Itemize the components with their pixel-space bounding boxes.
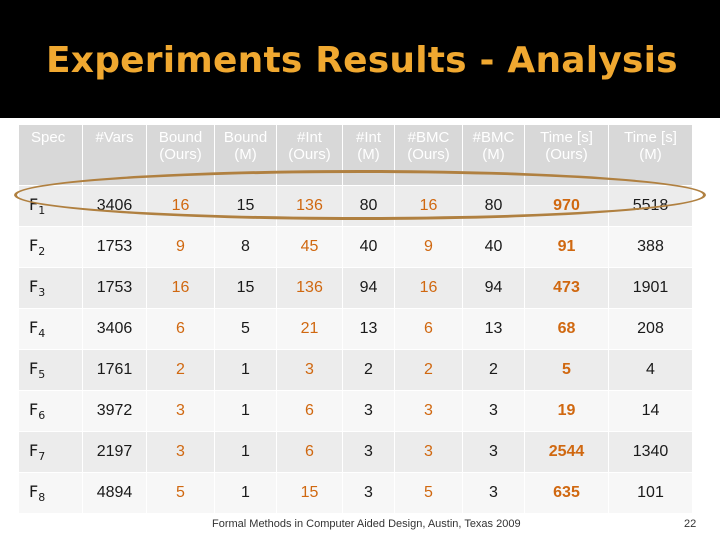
cell-int-ours: 3 xyxy=(276,349,343,391)
cell-bmc-ours: 6 xyxy=(394,308,463,350)
cell-spec: F6 xyxy=(18,390,83,432)
cell-time-m: 14 xyxy=(608,390,693,432)
table-row: F2 1753 9 8 45 40 9 40 91 388 xyxy=(18,226,693,268)
cell-bmc-m: 3 xyxy=(462,390,525,432)
cell-bound-ours: 5 xyxy=(146,472,215,514)
cell-int-ours: 45 xyxy=(276,226,343,268)
cell-vars: 3972 xyxy=(82,390,147,432)
table-row: F4 3406 6 5 21 13 6 13 68 208 xyxy=(18,308,693,350)
cell-bmc-ours: 3 xyxy=(394,431,463,473)
cell-bmc-m: 2 xyxy=(462,349,525,391)
cell-bound-m: 1 xyxy=(214,431,277,473)
table-row: F8 4894 5 1 15 3 5 3 635 101 xyxy=(18,472,693,514)
cell-int-ours: 6 xyxy=(276,390,343,432)
cell-time-ours: 5 xyxy=(524,349,609,391)
cell-bound-m: 5 xyxy=(214,308,277,350)
cell-time-ours: 91 xyxy=(524,226,609,268)
cell-spec: F3 xyxy=(18,267,83,309)
cell-bound-ours: 16 xyxy=(146,267,215,309)
cell-bmc-m: 40 xyxy=(462,226,525,268)
cell-time-ours: 68 xyxy=(524,308,609,350)
header-spec: Spec xyxy=(18,124,83,186)
cell-bound-ours: 3 xyxy=(146,390,215,432)
cell-bound-m: 1 xyxy=(214,390,277,432)
cell-bound-m: 15 xyxy=(214,267,277,309)
cell-bmc-m: 13 xyxy=(462,308,525,350)
table-body: F1 3406 16 15 136 80 16 80 970 5518 F2 1753 9 8 45 40 9 4… xyxy=(18,185,693,514)
cell-bmc-ours: 9 xyxy=(394,226,463,268)
cell-time-ours: 635 xyxy=(524,472,609,514)
title-bar: Experiments Results - Analysis xyxy=(0,0,720,118)
cell-time-m: 101 xyxy=(608,472,693,514)
cell-int-m: 2 xyxy=(342,349,395,391)
cell-bmc-ours: 3 xyxy=(394,390,463,432)
cell-bound-m: 1 xyxy=(214,349,277,391)
cell-int-m: 3 xyxy=(342,472,395,514)
cell-int-m: 13 xyxy=(342,308,395,350)
cell-int-ours: 6 xyxy=(276,431,343,473)
cell-spec: F4 xyxy=(18,308,83,350)
slide-title: Experiments Results - Analysis xyxy=(46,40,678,81)
cell-int-m: 3 xyxy=(342,390,395,432)
cell-vars: 2197 xyxy=(82,431,147,473)
cell-time-m: 388 xyxy=(608,226,693,268)
cell-bmc-ours: 5 xyxy=(394,472,463,514)
cell-time-m: 1340 xyxy=(608,431,693,473)
cell-vars: 3406 xyxy=(82,308,147,350)
header-time-m: Time [s] (M) xyxy=(608,124,693,186)
cell-bound-ours: 9 xyxy=(146,226,215,268)
cell-int-m: 40 xyxy=(342,226,395,268)
table-row: F3 1753 16 15 136 94 16 94 473 1901 xyxy=(18,267,693,309)
header-row: Spec #Vars Bound (Ours) Bound (M) #Int (Our… xyxy=(18,124,693,186)
cell-spec: F5 xyxy=(18,349,83,391)
cell-vars: 1753 xyxy=(82,226,147,268)
cell-bmc-ours: 2 xyxy=(394,349,463,391)
cell-int-ours: 15 xyxy=(276,472,343,514)
cell-vars: 1753 xyxy=(82,267,147,309)
cell-bmc-ours: 16 xyxy=(394,267,463,309)
cell-bmc-m: 94 xyxy=(462,267,525,309)
cell-int-m: 3 xyxy=(342,431,395,473)
cell-spec: F8 xyxy=(18,472,83,514)
cell-spec: F7 xyxy=(18,431,83,473)
cell-bound-ours: 2 xyxy=(146,349,215,391)
cell-time-m: 4 xyxy=(608,349,693,391)
cell-bmc-m: 3 xyxy=(462,472,525,514)
cell-bound-ours: 6 xyxy=(146,308,215,350)
cell-time-ours: 19 xyxy=(524,390,609,432)
cell-vars: 1761 xyxy=(82,349,147,391)
cell-vars: 4894 xyxy=(82,472,147,514)
page-number: 22 xyxy=(684,518,697,530)
cell-bmc-m: 3 xyxy=(462,431,525,473)
cell-bound-ours: 3 xyxy=(146,431,215,473)
table-row: F7 2197 3 1 6 3 3 3 2544 1340 xyxy=(18,431,693,473)
cell-time-ours: 2544 xyxy=(524,431,609,473)
cell-bound-m: 8 xyxy=(214,226,277,268)
cell-int-ours: 21 xyxy=(276,308,343,350)
cell-time-ours: 473 xyxy=(524,267,609,309)
cell-time-m: 1901 xyxy=(608,267,693,309)
cell-int-ours: 136 xyxy=(276,267,343,309)
cell-time-m: 208 xyxy=(608,308,693,350)
cell-int-m: 94 xyxy=(342,267,395,309)
footer-text: Formal Methods in Computer Aided Design,… xyxy=(212,518,521,530)
highlight-oval xyxy=(14,170,706,220)
cell-bound-m: 1 xyxy=(214,472,277,514)
cell-spec: F2 xyxy=(18,226,83,268)
table-row: F6 3972 3 1 6 3 3 3 19 14 xyxy=(18,390,693,432)
table-row: F5 1761 2 1 3 2 2 2 5 4 xyxy=(18,349,693,391)
